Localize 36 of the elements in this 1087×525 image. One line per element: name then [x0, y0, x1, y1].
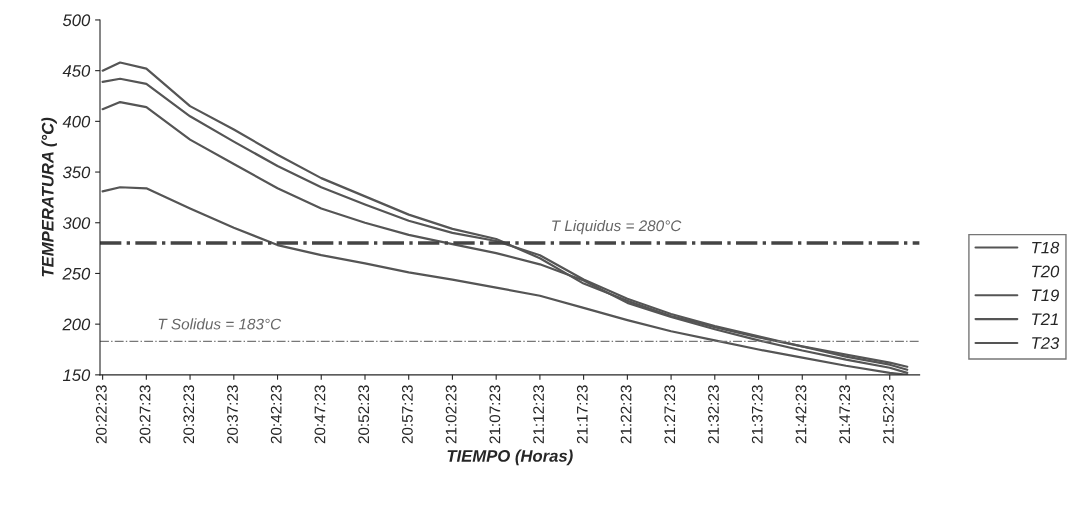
y-axis-title: TEMPERATURA (°C)	[41, 117, 57, 277]
x-tick-label: 21:52:23	[883, 385, 894, 444]
x-tick-label: 21:17:23	[576, 385, 588, 444]
x-tick-label: 20:32:23	[183, 385, 195, 444]
x-tick-label: 20:22:23	[95, 385, 107, 444]
ref-line-label: T Solidus = 183°C	[158, 318, 282, 330]
y-tick-label: 450	[62, 65, 91, 77]
x-tick-label: 21:42:23	[795, 385, 807, 444]
ref-line-label: T Liquidus = 280°C	[552, 219, 682, 235]
y-tick-label: 150	[62, 369, 91, 382]
y-tick-label: 200	[62, 318, 91, 331]
x-tick-label: 21:32:23	[708, 385, 719, 444]
x-tick-label: 20:52:23	[358, 385, 370, 444]
x-axis-title: TIEMPO (Horas)	[447, 449, 573, 466]
legend-label: T21	[1032, 313, 1058, 325]
x-tick-label: 20:47:23	[314, 385, 326, 444]
y-tick-label: 250	[62, 267, 91, 280]
x-tick-label: 21:12:23	[533, 385, 544, 444]
y-tick-label: 350	[62, 166, 91, 179]
legend-label: T18	[1032, 241, 1060, 254]
legend-label: T19	[1032, 289, 1059, 302]
x-tick-label: 20:57:23	[401, 385, 413, 444]
x-tick-label: 21:37:23	[751, 385, 763, 444]
x-tick-label: 21:47:23	[839, 385, 851, 444]
legend-label: T23	[1032, 337, 1060, 349]
text: T20	[1032, 265, 1060, 278]
x-tick-label: 20:37:23	[227, 385, 238, 444]
x-tick-label: 21:27:23	[664, 385, 676, 444]
x-tick-label: 20:27:23	[139, 385, 151, 444]
x-tick-label: 21:02:23	[445, 385, 457, 444]
x-tick-label: 21:07:23	[489, 385, 501, 444]
x-tick-label: 21:22:23	[620, 385, 632, 444]
y-tick-label: 300	[62, 217, 91, 229]
y-tick-label: 400	[62, 115, 91, 128]
y-tick-label: 500	[62, 14, 91, 27]
x-tick-label: 20:42:23	[270, 385, 282, 444]
